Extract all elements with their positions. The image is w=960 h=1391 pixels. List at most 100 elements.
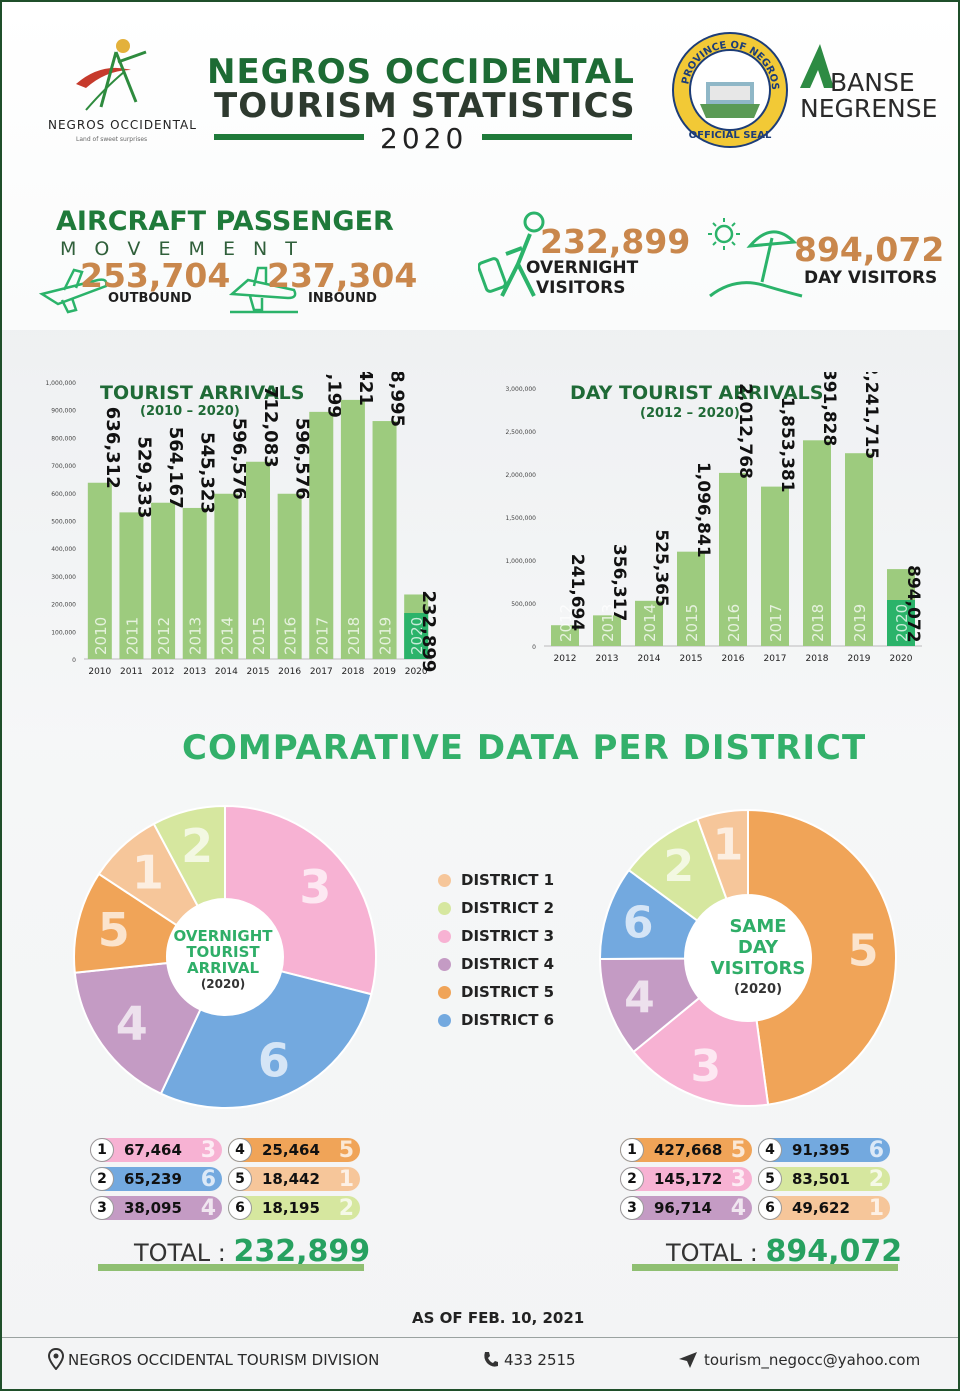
bar-value-label: 596,576 bbox=[228, 418, 249, 500]
bar-year-label: 2019 bbox=[377, 617, 395, 655]
airplane-inbound-icon bbox=[228, 266, 298, 314]
y-tick-label: 800,000 bbox=[51, 435, 76, 442]
pill-district: 6 bbox=[200, 1167, 216, 1192]
bar bbox=[372, 421, 397, 659]
x-tick-label: 2015 bbox=[247, 667, 270, 677]
day-pie-center: SAME DAY VISITORS (2020) bbox=[698, 916, 818, 1000]
pie-slice-number: 5 bbox=[848, 926, 879, 977]
bar-year-label: 2016 bbox=[282, 617, 300, 655]
ranking-pill: 3 96,714 4 bbox=[620, 1196, 752, 1221]
aircraft-title: AIRCRAFT PASSENGER bbox=[56, 206, 394, 237]
pie-slice-number: 3 bbox=[690, 1041, 721, 1092]
pie-slice-number: 4 bbox=[624, 973, 655, 1024]
overnight-pie-center: OVERNIGHT TOURIST ARRIVAL (2020) bbox=[168, 928, 278, 992]
pie-slice-number: 6 bbox=[623, 898, 654, 949]
y-tick-label: 100,000 bbox=[51, 629, 76, 636]
bar bbox=[246, 461, 270, 659]
footer-phone: 433 2515 bbox=[504, 1351, 576, 1369]
airplane-outbound-icon bbox=[38, 268, 108, 314]
legend-dot-3 bbox=[438, 929, 451, 943]
pie-slice-number: 2 bbox=[181, 819, 213, 873]
legend-district-5: DISTRICT 5 bbox=[438, 978, 554, 1006]
day-center-3: VISITORS bbox=[710, 958, 806, 979]
pill-district: 5 bbox=[730, 1138, 746, 1163]
beach-umbrella-icon bbox=[708, 218, 803, 298]
legend-district-1: DISTRICT 1 bbox=[438, 866, 554, 894]
x-tick-label: 2019 bbox=[373, 667, 396, 677]
bar-value-label: 858,995 bbox=[387, 372, 408, 427]
legend-label-1: DISTRICT 1 bbox=[461, 871, 555, 889]
bar bbox=[214, 493, 239, 659]
pill-rank: 2 bbox=[620, 1167, 644, 1191]
day-tourist-arrivals-chart: 0 500,000 1,000,000 1,500,000 2,000,000 2,500… bbox=[505, 372, 923, 664]
pie-slice-number: 4 bbox=[116, 996, 148, 1050]
bar-year-label: 2020 bbox=[408, 617, 426, 655]
pill-value: 65,239 bbox=[124, 1170, 182, 1188]
day-tourist-arrivals-subtitle: (2012 – 2020) bbox=[640, 406, 740, 421]
bar-year-label: 2015 bbox=[250, 617, 268, 655]
phone-icon bbox=[484, 1352, 498, 1367]
pill-value: 25,464 bbox=[262, 1141, 320, 1159]
day-total: TOTAL : 894,072 bbox=[666, 1234, 902, 1269]
x-tick-label: 2015 bbox=[680, 654, 703, 664]
footer-email: tourism_negocc@yahoo.com bbox=[704, 1351, 921, 1369]
pie-slice-number: 1 bbox=[713, 820, 744, 871]
bar-value-label: 2,241,715 bbox=[861, 372, 881, 459]
pill-rank: 2 bbox=[90, 1167, 114, 1191]
y-tick-label: 2,500,000 bbox=[505, 429, 536, 436]
district-legend: DISTRICT 1 DISTRICT 2 DISTRICT 3 DISTRIC… bbox=[438, 866, 554, 1034]
bar bbox=[340, 399, 365, 659]
ranking-pill: 2 65,239 6 bbox=[90, 1167, 222, 1192]
logo-text: NEGROS OCCIDENTAL bbox=[48, 118, 197, 132]
footer-office: NEGROS OCCIDENTAL TOURISM DIVISION bbox=[68, 1351, 380, 1369]
send-icon bbox=[679, 1352, 697, 1368]
bar-year-label: 2013 bbox=[599, 604, 617, 642]
page-year: 2020 bbox=[380, 122, 468, 155]
bar-value-label: 1,096,841 bbox=[693, 462, 713, 558]
bar bbox=[593, 615, 621, 646]
bar bbox=[182, 507, 207, 659]
overnight-center-3: ARRIVAL bbox=[186, 959, 260, 977]
logo-tagline: Land of sweet surprises bbox=[76, 136, 148, 143]
pill-district: 4 bbox=[730, 1196, 746, 1221]
day-tourist-arrivals-title: DAY TOURIST ARRIVALS bbox=[570, 382, 824, 404]
bar-value-label: 232,899 bbox=[418, 590, 439, 672]
y-tick-label: 700,000 bbox=[51, 463, 76, 470]
y-tick-label: 300,000 bbox=[51, 574, 76, 581]
negros-logo: NEGROS OCCIDENTAL Land of sweet surprise… bbox=[46, 32, 196, 152]
x-tick-label: 2012 bbox=[554, 654, 577, 664]
pill-value: 49,622 bbox=[792, 1199, 850, 1217]
x-tick-label: 2020 bbox=[405, 667, 428, 677]
footer-divider bbox=[2, 1337, 958, 1338]
bar-year-label: 2018 bbox=[809, 604, 827, 642]
x-tick-label: 2017 bbox=[310, 667, 333, 677]
bar-highlight bbox=[887, 600, 915, 646]
bar bbox=[151, 502, 176, 659]
pie-slice-number: 1 bbox=[132, 846, 164, 900]
pill-value: 427,668 bbox=[654, 1141, 723, 1159]
day-center-4: (2020) bbox=[733, 982, 783, 997]
y-tick-label: 400,000 bbox=[51, 546, 76, 553]
overnight-total: TOTAL : 232,899 bbox=[134, 1234, 370, 1269]
overnight-total-rule bbox=[98, 1264, 364, 1271]
overnight-center-1: OVERNIGHT bbox=[173, 927, 273, 945]
day-total-rule bbox=[632, 1264, 898, 1271]
official-seal: PROVINCE OF NEGROS OCCIDENTAL OFFICIAL S… bbox=[666, 22, 790, 150]
bar-year-label: 2011 bbox=[123, 617, 141, 655]
seal-sub: OFFICIAL SEAL bbox=[689, 130, 772, 141]
pill-rank: 6 bbox=[758, 1196, 782, 1220]
bar-value-label: 1,853,381 bbox=[777, 397, 797, 493]
pill-value: 91,395 bbox=[792, 1141, 850, 1159]
day-visitors-label: DAY VISITORS bbox=[804, 268, 938, 288]
x-tick-label: 2011 bbox=[120, 667, 143, 677]
pie-hole bbox=[167, 899, 283, 1015]
legend-dot-2 bbox=[438, 901, 451, 915]
legend-dot-1 bbox=[438, 873, 451, 887]
overnight-value: 232,899 bbox=[540, 222, 691, 261]
bar bbox=[87, 482, 112, 659]
bar-year-label: 2015 bbox=[683, 604, 701, 642]
bar-value-label: 2,391,828 bbox=[819, 372, 839, 446]
tourist-arrivals-title: TOURIST ARRIVALS bbox=[100, 382, 305, 404]
pill-rank: 6 bbox=[228, 1196, 252, 1220]
day-center-2: DAY bbox=[737, 937, 779, 958]
